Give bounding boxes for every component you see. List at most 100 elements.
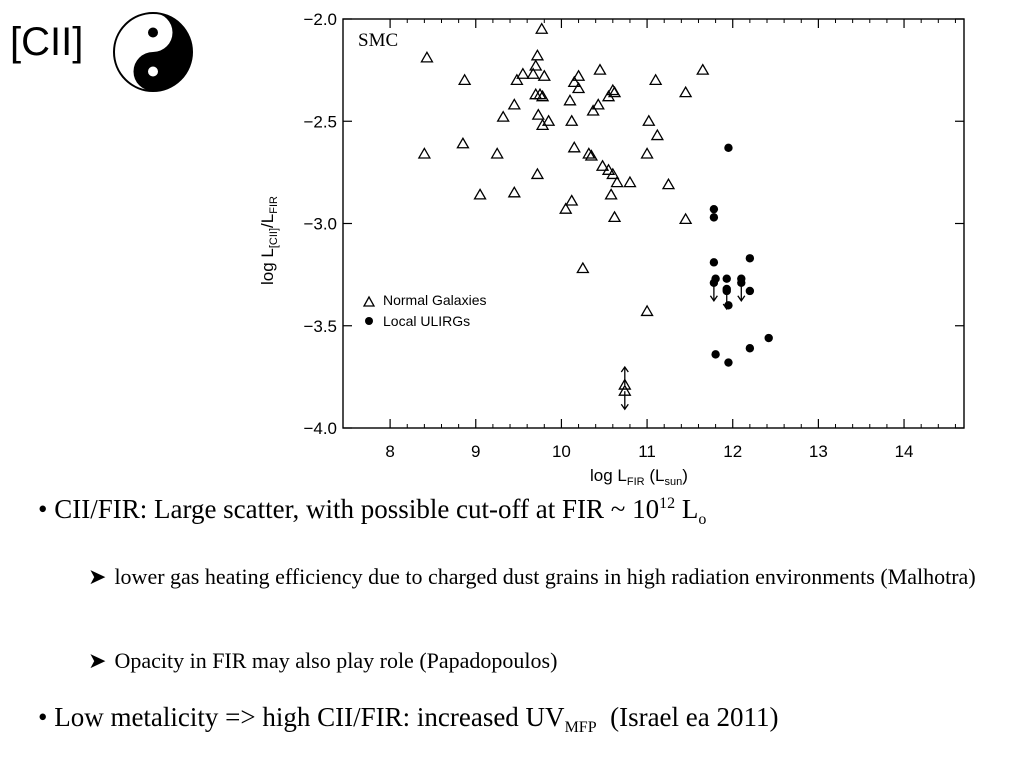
normal-galaxy-point — [458, 73, 472, 85]
sub-bullet-heating-efficiency: ➤ lower gas heating efficiency due to cha… — [88, 564, 976, 589]
normal-galaxy-point — [531, 108, 545, 120]
normal-galaxy-point — [529, 59, 543, 71]
normal-galaxy-point — [507, 98, 521, 110]
normal-galaxy-point — [526, 67, 540, 79]
upper-limit-arrow-head — [722, 303, 731, 311]
normal-galaxy-limit-point — [618, 378, 632, 390]
normal-galaxy-point — [678, 212, 693, 225]
normal-galaxy-point — [567, 141, 581, 153]
normal-galaxy-point — [516, 67, 530, 79]
normal-galaxy-point — [582, 147, 596, 159]
normal-galaxy-point — [640, 304, 654, 317]
normal-galaxy-point — [678, 85, 693, 98]
normal-galaxy-point — [571, 69, 586, 81]
y-tick-label: −2.5 — [303, 112, 337, 131]
ulirg-point — [745, 254, 755, 263]
normal-galaxy-point — [559, 202, 573, 214]
normal-galaxy-point — [563, 94, 577, 106]
normal-galaxy-point — [541, 114, 556, 126]
bullet-low-metallicity: • Low metalicity => high CII/FIR: increa… — [38, 702, 779, 736]
normal-galaxy-point — [565, 194, 579, 206]
normal-galaxy-point — [586, 104, 600, 116]
bullet-cii-fir-scatter: • CII/FIR: Large scatter, with possible … — [38, 494, 707, 528]
normal-galaxy-point — [601, 89, 616, 102]
y-tick-label: −3.0 — [303, 215, 337, 234]
x-axis-label: log LFIR (Lsun) — [590, 466, 688, 488]
lower-limit-arrow-head — [620, 365, 629, 373]
normal-galaxy-point — [567, 75, 581, 88]
normal-galaxy-point — [535, 22, 549, 34]
plot-frame — [342, 18, 965, 429]
legend-normal-galaxies: Normal Galaxies — [383, 292, 486, 308]
upper-limit-arrow-head — [737, 295, 746, 302]
normal-galaxy-point — [533, 87, 547, 100]
normal-galaxy-point — [650, 128, 664, 141]
normal-galaxy-point — [456, 136, 470, 149]
normal-galaxy-point — [490, 147, 504, 159]
ulirg-point — [709, 213, 719, 222]
ulirg-point — [745, 344, 755, 353]
normal-galaxy-point — [606, 167, 620, 180]
normal-galaxy-point — [591, 98, 605, 110]
normal-galaxy-point — [535, 89, 550, 102]
normal-galaxy-point — [496, 110, 510, 122]
arrowhead-bullet-icon: ➤ — [88, 564, 107, 589]
normal-galaxy-point — [696, 63, 710, 75]
normal-galaxy-point — [510, 73, 524, 85]
normal-galaxy-point — [601, 163, 616, 175]
sub-bullet-opacity: ➤ Opacity in FIR may also play role (Papa… — [88, 648, 558, 673]
normal-galaxy-point — [576, 261, 590, 274]
y-axis-label: log L[CII]/LFIR — [258, 196, 280, 285]
ulirg-point — [711, 350, 720, 359]
normal-galaxy-point — [530, 167, 545, 180]
normal-galaxy-point — [417, 147, 431, 159]
normal-galaxy-point — [565, 114, 579, 126]
y-tick-label: −3.5 — [303, 317, 337, 336]
normal-galaxy-point — [420, 51, 434, 63]
normal-galaxy-point — [507, 186, 521, 198]
x-tick-label: 13 — [809, 442, 828, 461]
normal-galaxy-point — [604, 188, 618, 200]
x-tick-label: 11 — [638, 442, 656, 461]
ulirg-point — [722, 274, 731, 283]
legend-circle-marker — [365, 317, 373, 325]
normal-galaxy-point — [537, 69, 551, 81]
normal-galaxy-point — [623, 175, 637, 188]
ulirg-point — [745, 286, 755, 296]
normal-galaxy-point — [584, 149, 599, 161]
x-tick-label: 8 — [385, 442, 394, 461]
normal-galaxy-point — [649, 73, 663, 85]
x-tick-label: 14 — [895, 442, 914, 461]
legend-local-ulirgs: Local ULIRGs — [383, 313, 470, 329]
normal-galaxy-point — [530, 49, 545, 61]
normal-galaxy-point — [661, 177, 676, 190]
upper-limit-arrow-head — [709, 295, 718, 302]
normal-galaxy-point — [640, 147, 654, 159]
yin-yang-icon — [113, 12, 193, 92]
normal-galaxy-point — [595, 159, 610, 171]
legend-triangle-marker — [362, 295, 376, 307]
normal-galaxy-point — [606, 83, 620, 96]
normal-galaxy-point — [593, 63, 607, 75]
x-tick-label: 10 — [552, 442, 571, 461]
y-tick-label: −2.0 — [303, 10, 337, 29]
ulirg-point — [709, 204, 719, 214]
normal-galaxy-point — [607, 210, 622, 223]
y-tick-label: −4.0 — [303, 419, 337, 438]
normal-galaxy-point — [535, 118, 550, 130]
arrowhead-bullet-icon: ➤ — [88, 648, 107, 673]
ulirg-point — [724, 358, 733, 367]
x-tick-label: 12 — [723, 442, 742, 461]
ulirg-point — [764, 333, 773, 343]
normal-galaxy-point — [473, 188, 487, 200]
normal-galaxy-point — [610, 175, 624, 188]
ulirg-point — [709, 258, 719, 267]
upper-limit-arrow-head — [620, 403, 629, 411]
ulirg-point — [724, 143, 733, 153]
normal-galaxy-point — [571, 81, 586, 94]
normal-galaxy-point — [642, 114, 656, 126]
smc-annotation: SMC — [358, 30, 398, 51]
slide-title: [CII] — [10, 20, 84, 64]
scatter-chart: 8 9 10 11 12 13 14 −2.0 −2.5 −3.0 −3.5 −4.0 SMC Nor… — [258, 10, 965, 488]
x-tick-label: 9 — [471, 442, 480, 461]
